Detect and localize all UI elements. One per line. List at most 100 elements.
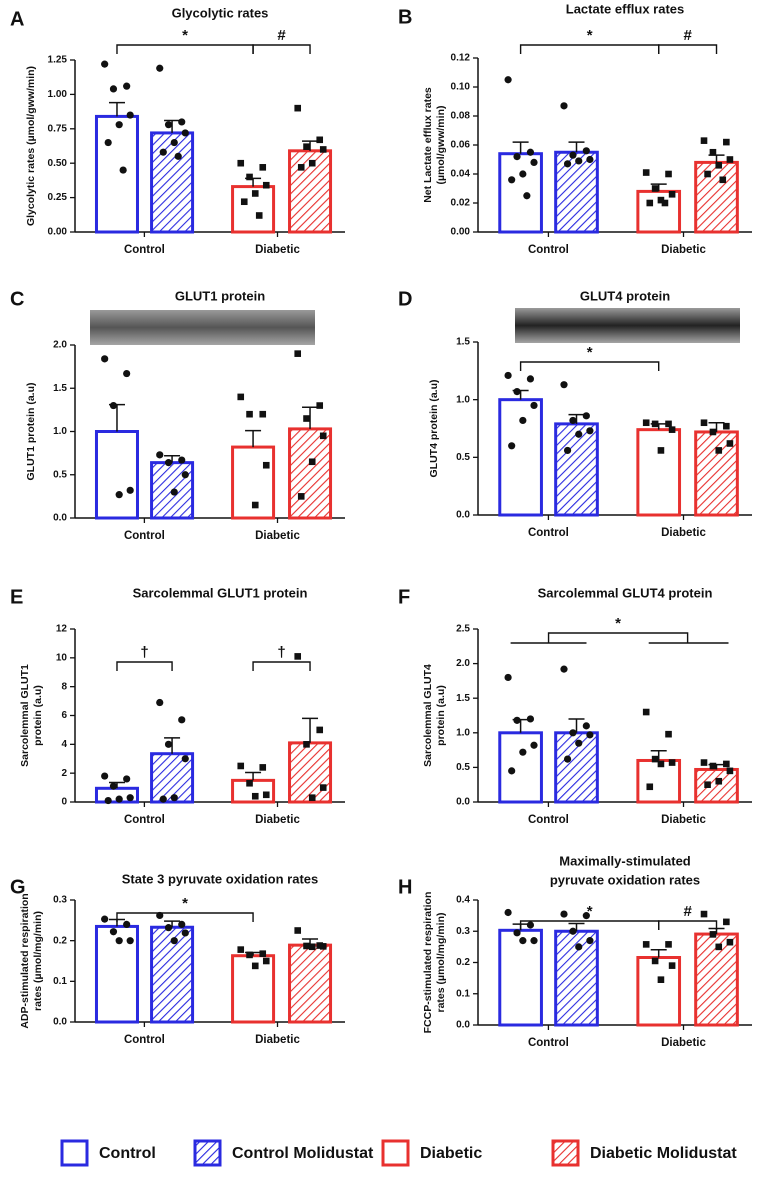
data-point — [726, 938, 734, 946]
chart-title: Maximally-stimulated — [559, 853, 691, 868]
significance-label: # — [277, 27, 286, 44]
y-tick-label: 0.0 — [456, 797, 470, 808]
data-point — [101, 60, 109, 68]
significance-bracket — [658, 920, 718, 930]
legend-label: Diabetic — [420, 1145, 482, 1162]
data-point — [700, 759, 708, 766]
error-bar — [650, 183, 667, 192]
data-point — [582, 147, 590, 155]
y-axis-label: Net Lactate efflux rates — [422, 87, 434, 203]
data-point — [719, 176, 727, 184]
data-point — [530, 401, 538, 410]
chart-title: Glycolytic rates — [172, 5, 269, 20]
data-point — [582, 412, 590, 420]
data-point — [255, 212, 263, 219]
data-point — [259, 764, 267, 771]
y-tick-label: 0.5 — [456, 762, 470, 773]
group-label: Diabetic — [661, 814, 706, 826]
y-tick-label: 0.2 — [456, 957, 470, 968]
panel-letter: A — [10, 8, 24, 30]
data-point — [586, 937, 594, 945]
y-tick-label: 0.02 — [451, 198, 471, 209]
data-point — [569, 729, 577, 737]
data-point — [101, 915, 109, 923]
error-bar — [512, 141, 529, 154]
group-label: Diabetic — [255, 244, 300, 256]
y-tick-label: 8 — [61, 681, 67, 692]
error-bar — [568, 141, 585, 153]
y-tick-label: 0.50 — [48, 158, 68, 169]
data-point — [661, 199, 669, 207]
data-point — [181, 129, 189, 137]
y-axis-label: FCCP-stimulated respiration — [422, 892, 434, 1034]
data-point — [164, 924, 173, 932]
data-point — [104, 138, 112, 147]
legend-swatch — [193, 1139, 222, 1167]
data-point — [642, 419, 650, 427]
data-point — [181, 755, 189, 763]
data-point — [560, 381, 568, 389]
data-point — [101, 772, 109, 780]
data-point — [181, 471, 189, 479]
data-point — [303, 415, 310, 422]
data-point — [575, 739, 583, 747]
y-tick-label: 0.25 — [48, 192, 68, 203]
panel-letter: F — [398, 586, 410, 608]
data-point — [164, 121, 173, 129]
error-bar — [302, 717, 319, 743]
data-point — [251, 190, 259, 197]
data-point — [115, 491, 123, 499]
significance-bracket — [658, 44, 718, 54]
data-point — [308, 159, 316, 167]
data-point — [657, 447, 665, 454]
legend-label: Control — [99, 1145, 156, 1162]
y-axis-label: Sarcolemmal GLUT4 — [422, 664, 434, 767]
data-point — [646, 783, 654, 791]
group-label: Control — [528, 527, 569, 539]
y-tick-label: 6 — [61, 710, 67, 721]
legend-swatch — [60, 1139, 89, 1167]
data-point — [563, 755, 572, 763]
data-point — [530, 937, 538, 945]
data-point — [303, 942, 310, 950]
bar — [498, 398, 543, 517]
data-point — [519, 937, 527, 945]
data-point — [723, 422, 730, 430]
data-point — [240, 198, 248, 206]
significance-bracket — [116, 661, 173, 671]
data-point — [513, 153, 521, 161]
significance-bracket — [252, 661, 311, 671]
group-label: Diabetic — [255, 814, 300, 826]
group-label: Control — [528, 814, 569, 826]
data-point — [170, 794, 178, 802]
data-point — [262, 957, 270, 965]
data-point — [519, 748, 527, 756]
y-tick-label: 0.06 — [451, 140, 471, 151]
data-point — [237, 159, 245, 167]
y-tick-label: 0.0 — [456, 510, 470, 521]
data-point — [178, 456, 186, 464]
data-point — [665, 941, 672, 948]
significance-bracket — [519, 44, 660, 54]
y-axis-label: (µmol/gww/min) — [435, 106, 447, 185]
data-point — [109, 928, 118, 936]
bar — [288, 943, 333, 1024]
y-axis-label: ADP-stimulated respiration — [19, 893, 31, 1028]
data-point — [508, 442, 516, 450]
y-tick-label: 0.3 — [456, 926, 470, 937]
significance-bracket — [116, 912, 254, 922]
y-tick-label: 0.3 — [53, 895, 67, 906]
data-point — [657, 196, 665, 204]
data-point — [651, 755, 659, 763]
data-point — [181, 929, 189, 937]
panel-letter: E — [10, 586, 23, 608]
data-point — [569, 416, 577, 425]
chart-title: GLUT1 protein — [175, 288, 265, 303]
data-point — [170, 138, 178, 147]
data-point — [251, 792, 259, 800]
data-point — [575, 430, 583, 438]
data-point — [246, 410, 253, 418]
error-bar — [568, 922, 585, 932]
y-axis-label: protein (a.u) — [435, 685, 447, 746]
data-point — [262, 461, 270, 469]
